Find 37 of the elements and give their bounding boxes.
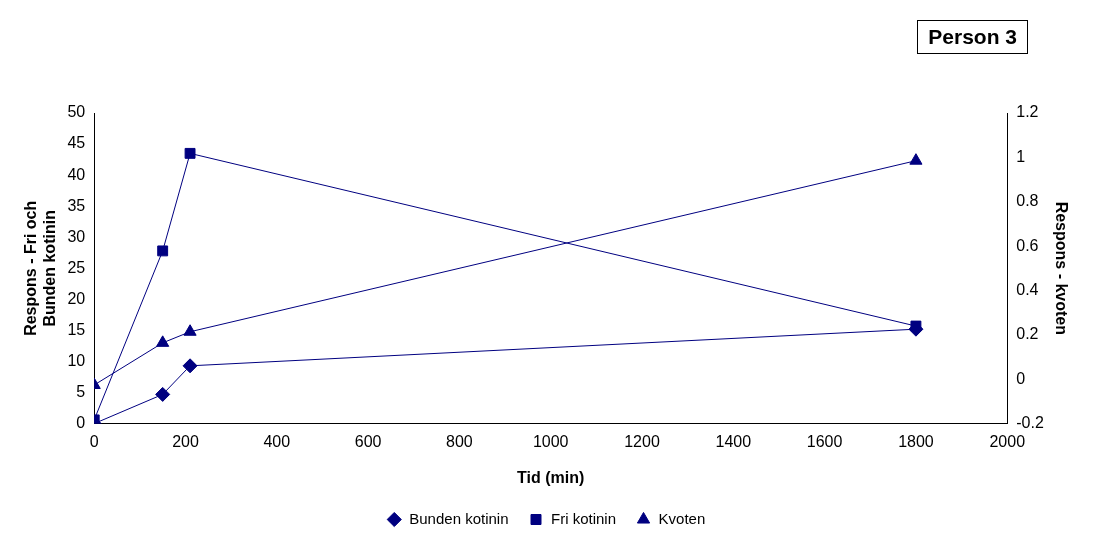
y-tick-label: 35 xyxy=(67,196,86,214)
x-tick-label: 200 xyxy=(172,432,199,450)
y2-tick-label: 0.6 xyxy=(1016,236,1039,254)
y-tick-label: 10 xyxy=(67,351,86,369)
legend-label: Bunden kotinin xyxy=(409,509,509,527)
x-tick-label: 800 xyxy=(446,432,473,450)
legend-label: Fri kotinin xyxy=(551,509,617,527)
y-tick-label: 0 xyxy=(76,414,86,432)
y-tick-label: 30 xyxy=(67,227,86,245)
x-tick-label: 1000 xyxy=(532,432,569,450)
y-tick-label: 20 xyxy=(67,289,86,307)
y2-tick-label: 0.2 xyxy=(1016,325,1039,343)
y-tick-label: 45 xyxy=(67,134,86,152)
y2-tick-label: 1 xyxy=(1016,147,1026,165)
x-axis-title: Tid (min) xyxy=(517,468,585,486)
y-tick-label: 25 xyxy=(67,258,86,276)
y-tick-label: 40 xyxy=(67,165,86,183)
legend-label: Kvoten xyxy=(658,509,706,527)
y-tick-label: 15 xyxy=(67,320,86,338)
x-tick-label: 400 xyxy=(263,432,291,450)
y2-tick-label: 0.8 xyxy=(1016,192,1039,210)
y-axis-title: Respons - Fri och Bunden kotinin xyxy=(22,200,59,336)
y2-axis-title: Respons - kvoten xyxy=(1052,201,1070,335)
y2-tick-label: 0 xyxy=(1016,369,1026,387)
x-tick-label: 1600 xyxy=(806,432,843,450)
y2-tick-label: -0.2 xyxy=(1016,414,1044,432)
chart-title: Person 3 xyxy=(917,20,1028,54)
y-tick-label: 5 xyxy=(76,382,86,400)
y2-tick-label: 0.4 xyxy=(1016,280,1039,298)
x-tick-label: 1800 xyxy=(898,432,934,450)
x-tick-label: 2000 xyxy=(989,432,1026,450)
y-tick-label: 50 xyxy=(67,103,86,121)
x-tick-label: 0 xyxy=(89,432,99,450)
y2-tick-label: 1.2 xyxy=(1016,103,1039,121)
x-tick-label: 1400 xyxy=(715,432,752,450)
x-tick-label: 600 xyxy=(354,432,382,450)
x-tick-label: 1200 xyxy=(624,432,660,450)
